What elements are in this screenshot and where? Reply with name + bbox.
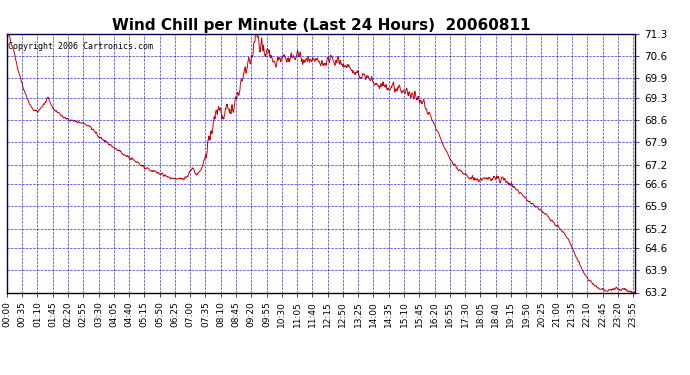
Text: Copyright 2006 Cartronics.com: Copyright 2006 Cartronics.com — [8, 42, 153, 51]
Title: Wind Chill per Minute (Last 24 Hours)  20060811: Wind Chill per Minute (Last 24 Hours) 20… — [112, 18, 530, 33]
